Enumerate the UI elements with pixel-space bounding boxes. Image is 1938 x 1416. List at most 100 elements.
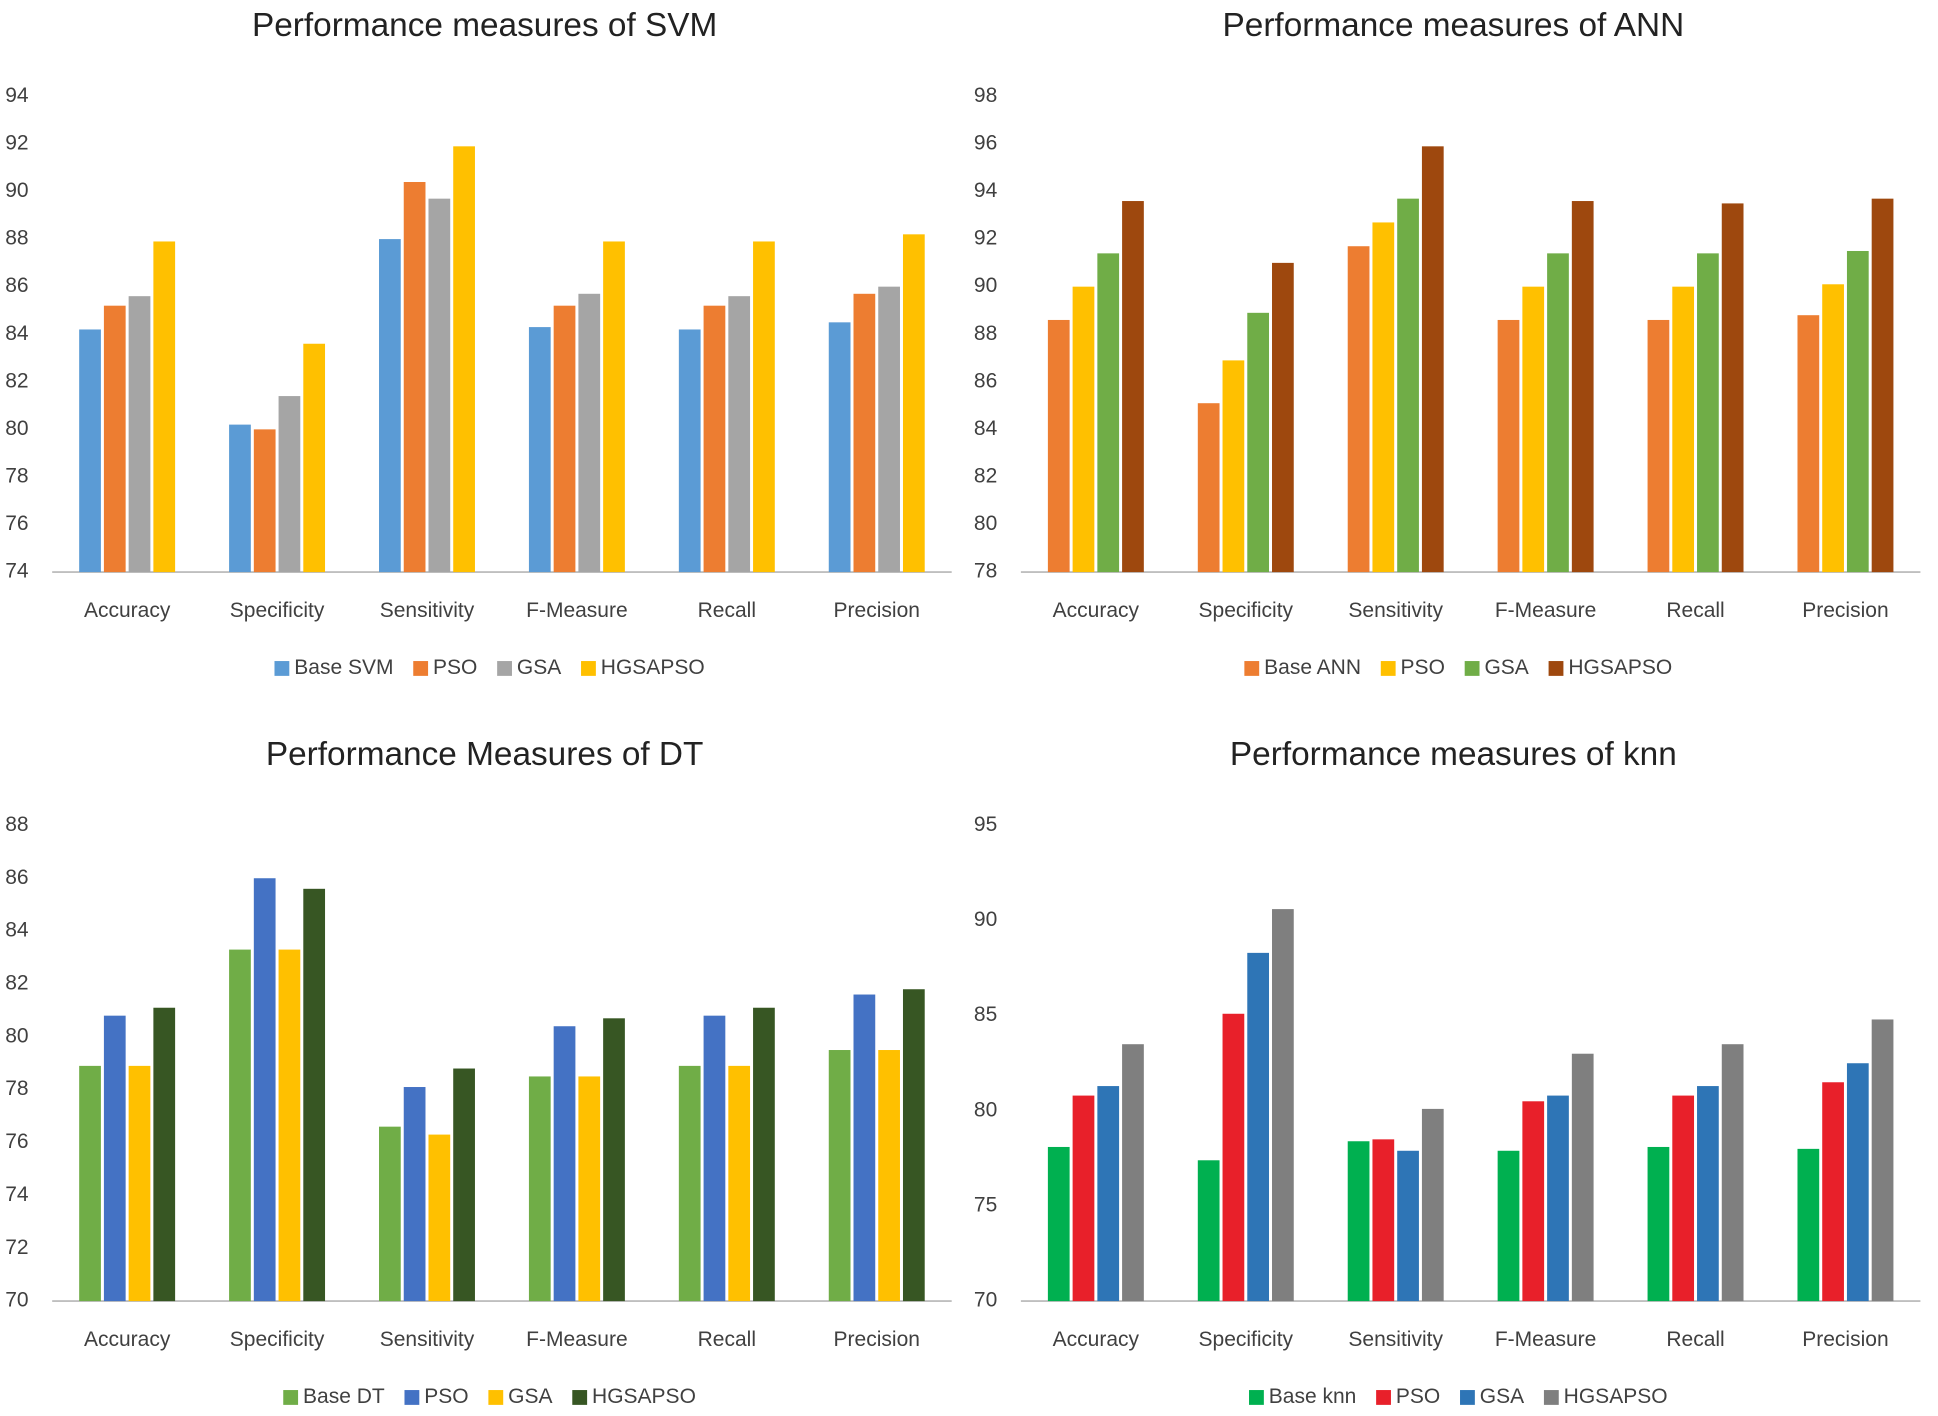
bar — [578, 1076, 601, 1302]
legend-swatch — [413, 661, 429, 676]
chart: Performance measures of ANN 78 80 82 84 86 88 9… — [974, 7, 1921, 679]
bar — [1072, 1095, 1095, 1302]
bar — [1247, 312, 1270, 573]
legend-swatch — [1244, 661, 1260, 676]
bar — [528, 327, 551, 573]
legend-label: HGSAPSO — [601, 656, 705, 679]
bar — [902, 989, 925, 1302]
y-tick-label: 94 — [974, 179, 998, 202]
legend-swatch — [497, 661, 512, 676]
bar — [1097, 1086, 1120, 1302]
bar — [1647, 1146, 1670, 1302]
bar — [103, 1015, 126, 1302]
bar — [728, 1065, 751, 1302]
y-tick-label: 84 — [5, 322, 29, 345]
bar — [1047, 319, 1070, 573]
x-tick-label: Specificity — [1199, 1328, 1294, 1351]
y-tick-label: 94 — [5, 84, 29, 107]
y-tick-label: 92 — [5, 131, 28, 154]
y-tick-label: 82 — [974, 464, 997, 487]
bar — [1797, 1148, 1820, 1302]
chart: Performance Measures of DT 70 72 74 76 78 80 82… — [5, 736, 952, 1408]
legend-swatch — [1543, 1390, 1559, 1405]
x-tick-label: Recall — [1666, 1328, 1724, 1351]
bar — [1672, 286, 1695, 573]
bar — [428, 1134, 451, 1302]
x-tick-label: Precision — [834, 599, 920, 622]
legend-label: HGSAPSO — [592, 1385, 696, 1408]
bar — [1097, 253, 1120, 573]
chart-title: Performance measures of knn — [1230, 736, 1677, 773]
bar — [1721, 203, 1744, 573]
chart-title: Performance measures of ANN — [1223, 7, 1685, 44]
bar — [1822, 284, 1844, 573]
bar — [578, 293, 601, 573]
bar — [103, 305, 126, 573]
legend-label: PSO — [1401, 656, 1445, 679]
bar — [253, 429, 276, 573]
bar — [902, 234, 925, 573]
chart: Performance measures of SVM 74 76 78 80 82 84 8… — [5, 7, 952, 679]
legend-label: GSA — [1480, 1385, 1524, 1408]
bar — [1197, 403, 1220, 573]
legend: Base knn PSO GSA HGSAPSO — [1249, 1385, 1668, 1408]
bar — [1571, 1053, 1594, 1302]
legend-label: PSO — [433, 656, 477, 679]
bar — [1547, 253, 1569, 573]
legend-swatch — [1249, 1390, 1264, 1405]
y-tick-label: 95 — [974, 813, 997, 836]
bar — [678, 329, 701, 573]
bar — [379, 1126, 401, 1302]
y-tick-label: 90 — [974, 908, 997, 931]
bar — [1822, 1082, 1844, 1302]
bar — [153, 241, 176, 573]
x-tick-label: Accuracy — [1053, 1328, 1140, 1351]
y-tick-label: 88 — [5, 813, 28, 836]
bar — [828, 322, 851, 573]
y-tick-label: 76 — [5, 1130, 28, 1153]
x-tick-label: Accuracy — [84, 1328, 171, 1351]
x-tick-label: Specificity — [1199, 599, 1294, 622]
legend-swatch — [1376, 1390, 1391, 1405]
legend-swatch — [581, 661, 596, 676]
y-tick-label: 82 — [5, 369, 28, 392]
legend-swatch — [1548, 661, 1564, 676]
y-tick-label: 86 — [5, 274, 28, 297]
bar — [703, 305, 726, 573]
x-tick-label: F-Measure — [526, 599, 628, 622]
y-tick-label: 84 — [974, 417, 998, 440]
bar — [1247, 952, 1270, 1302]
bar — [1697, 1086, 1719, 1302]
bar — [303, 343, 326, 573]
bar — [603, 241, 625, 573]
x-tick-label: Precision — [834, 1328, 920, 1351]
bar — [1497, 319, 1520, 573]
bar — [553, 305, 576, 573]
y-tick-label: 80 — [5, 1024, 28, 1047]
bar — [1797, 315, 1820, 573]
bar — [453, 1068, 475, 1302]
bar — [1672, 1095, 1695, 1302]
y-tick-label: 78 — [5, 1077, 28, 1100]
bar — [1072, 286, 1095, 573]
legend-swatch — [1464, 661, 1480, 676]
bar — [753, 241, 775, 573]
x-tick-label: Accuracy — [1053, 599, 1140, 622]
bar — [1721, 1044, 1744, 1302]
legend: Base SVM PSO GSA HGSAPSO — [274, 656, 705, 679]
x-tick-label: Sensitivity — [380, 599, 475, 622]
y-tick-label: 84 — [5, 919, 29, 942]
y-tick-label: 90 — [974, 274, 997, 297]
bar — [528, 1076, 551, 1302]
x-tick-label: F-Measure — [1495, 1328, 1597, 1351]
legend-swatch — [274, 661, 290, 676]
y-tick-label: 85 — [974, 1003, 997, 1026]
bar — [1372, 1139, 1395, 1302]
y-tick-label: 96 — [974, 131, 997, 154]
bar — [403, 1087, 426, 1302]
legend-label: GSA — [508, 1385, 552, 1408]
bar — [79, 1065, 101, 1302]
bar — [1497, 1150, 1520, 1302]
bar — [1846, 1063, 1869, 1302]
